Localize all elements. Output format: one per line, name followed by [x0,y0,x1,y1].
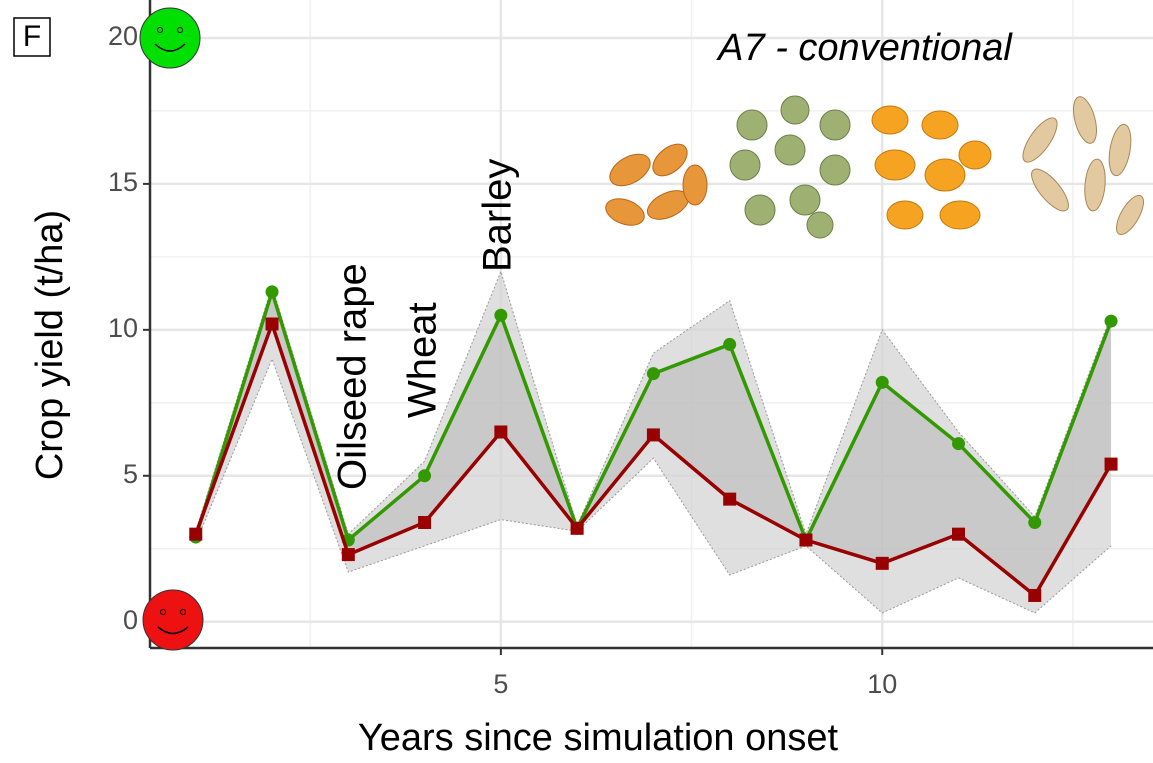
subtitle: A7 - conventional [716,27,1013,69]
panel-label-box [13,17,51,57]
point [646,428,660,442]
point [1104,457,1118,471]
annotation: Barley [476,159,520,272]
point [723,337,737,351]
point [952,527,966,541]
smiley-sad [142,589,204,651]
point [494,308,508,322]
point [1028,515,1042,529]
annotation: Wheat [401,302,445,418]
y-tick-label: 15 [108,167,138,197]
y-tick-label: 5 [123,459,138,489]
y-tick-label: 10 [108,313,138,343]
point [875,375,889,389]
point [341,548,355,562]
x-tick-label: 5 [493,669,508,699]
peas [729,95,851,239]
x-tick-label: 10 [867,669,897,699]
x-axis-title: Years since simulation onset [358,717,839,759]
point [646,367,660,381]
point [418,515,432,529]
wheat-grains [1022,96,1144,236]
annotation: Oilseed rape [331,263,375,490]
y-tick-label: 20 [108,21,138,51]
point [1104,314,1118,328]
band-lower [195,357,1112,614]
rape-seeds [605,143,708,226]
y-tick-label: 0 [123,605,138,635]
crop-images [605,95,1144,239]
point [189,527,203,541]
point [723,492,737,506]
point [265,285,279,299]
point [952,437,966,451]
point [570,521,584,535]
point [875,556,889,570]
point [799,533,813,547]
point [1028,588,1042,602]
plot-area: 0 5 10 15 20 5 10 [108,0,1153,699]
point [418,469,432,483]
point [265,317,279,331]
y-axis-title: Crop yield (t/ha) [29,210,71,480]
smiley-happy [139,7,201,69]
panel-label: F [23,20,41,53]
point [494,425,508,439]
maize-kernels [871,105,992,230]
